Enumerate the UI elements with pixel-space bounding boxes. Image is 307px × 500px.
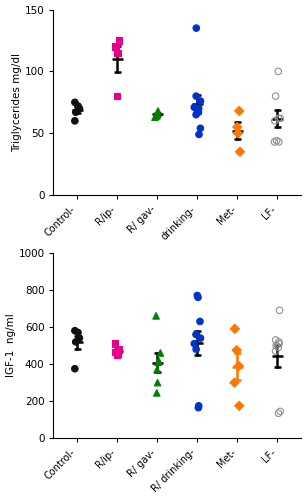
Point	[238, 148, 243, 156]
Point	[76, 102, 80, 110]
Point	[276, 338, 281, 346]
Point	[235, 129, 240, 137]
Point	[276, 138, 281, 146]
Point	[232, 378, 237, 386]
Point	[274, 136, 279, 144]
Point	[276, 68, 281, 76]
Point	[276, 410, 281, 418]
Point	[154, 112, 159, 120]
Point	[115, 92, 119, 100]
Point	[192, 340, 197, 347]
Point	[155, 378, 160, 386]
Point	[155, 110, 160, 118]
Point	[192, 104, 197, 112]
Point	[235, 123, 240, 131]
Point	[196, 104, 201, 112]
Point	[196, 294, 200, 302]
Point	[157, 358, 161, 366]
Point	[154, 110, 159, 118]
Point	[195, 292, 200, 300]
Point	[153, 113, 157, 121]
Point	[154, 389, 159, 397]
Point	[72, 117, 77, 125]
Point	[273, 336, 278, 344]
Point	[273, 347, 278, 355]
Point	[278, 114, 283, 122]
Point	[73, 338, 78, 346]
Point	[277, 306, 282, 314]
Point	[198, 334, 203, 342]
Point	[117, 346, 122, 354]
Point	[273, 92, 278, 100]
Point	[272, 117, 277, 125]
Point	[234, 346, 239, 354]
Point	[198, 124, 203, 132]
Point	[232, 325, 237, 333]
Point	[194, 104, 199, 112]
Point	[115, 351, 119, 359]
Point	[274, 342, 279, 349]
Point	[156, 358, 161, 366]
Point	[237, 402, 242, 410]
Point	[113, 42, 118, 50]
Point	[113, 340, 118, 347]
Point	[237, 107, 242, 115]
Point	[194, 330, 199, 338]
Point	[272, 138, 277, 146]
Y-axis label: IGF-1  ng/ml: IGF-1 ng/ml	[6, 314, 16, 378]
Point	[194, 24, 199, 32]
Point	[194, 330, 199, 338]
Point	[73, 108, 78, 116]
Point	[194, 346, 199, 354]
Point	[154, 366, 159, 374]
Point	[115, 350, 120, 358]
Point	[117, 36, 122, 44]
Point	[198, 97, 203, 105]
Point	[115, 49, 120, 57]
Point	[197, 318, 202, 326]
Point	[194, 92, 199, 100]
Point	[276, 114, 281, 122]
Point	[158, 349, 163, 357]
Point	[276, 344, 281, 351]
Point	[72, 364, 77, 372]
Point	[72, 98, 77, 106]
Point	[76, 328, 80, 336]
Point	[196, 108, 201, 116]
Point	[196, 402, 201, 410]
Y-axis label: Triglycerides mg/dl: Triglycerides mg/dl	[12, 53, 22, 152]
Point	[156, 107, 161, 115]
Point	[77, 104, 82, 112]
Point	[236, 362, 241, 370]
Point	[113, 348, 118, 356]
Point	[196, 130, 201, 138]
Point	[154, 312, 158, 320]
Point	[277, 340, 282, 347]
Point	[194, 110, 199, 118]
Point	[196, 404, 201, 411]
Point	[77, 334, 82, 342]
Point	[72, 326, 77, 334]
Point	[278, 408, 283, 416]
